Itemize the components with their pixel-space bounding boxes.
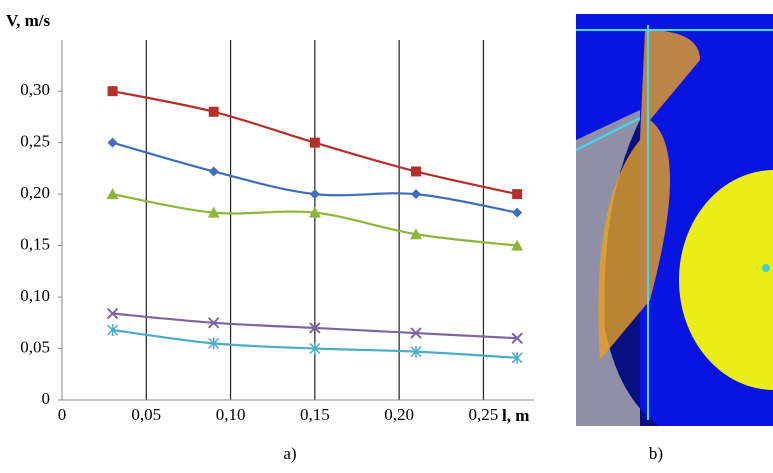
marker	[511, 239, 524, 251]
y-tick-label: 0,20	[20, 183, 50, 202]
marker	[106, 188, 119, 200]
point	[762, 264, 770, 272]
marker	[309, 137, 320, 148]
x-tick-label: 0,05	[131, 405, 161, 424]
y-axis-label: V, m/s	[6, 11, 50, 30]
x-axis-label: l, m	[502, 406, 529, 425]
panel-label: b)	[649, 444, 663, 463]
marker	[410, 345, 422, 358]
y-tick-label: 0,10	[20, 286, 50, 305]
marker	[511, 351, 523, 364]
disc	[679, 170, 773, 390]
marker	[410, 327, 422, 339]
marker	[106, 307, 119, 320]
y-tick-label: 0,25	[20, 132, 50, 151]
marker	[309, 322, 321, 334]
marker	[208, 337, 220, 350]
y-tick-label: 0,15	[20, 234, 50, 253]
simulation-image	[575, 14, 773, 426]
marker	[107, 86, 118, 97]
marker	[511, 332, 523, 344]
x-tick-label: 0,10	[216, 405, 246, 424]
marker	[411, 166, 421, 177]
x-tick-label: 0	[58, 405, 67, 424]
marker	[309, 342, 321, 355]
x-tick-label: 0,15	[300, 405, 330, 424]
marker	[207, 206, 220, 218]
x-tick-label: 0,20	[384, 405, 414, 424]
vectors	[598, 30, 700, 360]
marker	[107, 137, 118, 148]
y-tick-label: 0	[42, 389, 51, 408]
marker	[308, 206, 321, 218]
x-tick-label: 0,25	[469, 405, 499, 424]
marker	[512, 207, 523, 218]
y-tick-label: 0,05	[20, 337, 50, 356]
marker	[411, 189, 421, 200]
marker	[208, 317, 220, 329]
marker	[208, 166, 219, 177]
marker	[512, 189, 523, 200]
grid-edges	[575, 25, 773, 420]
marker	[410, 228, 422, 240]
marker	[107, 324, 119, 336]
marker	[309, 189, 320, 200]
y-tick-label: 0,30	[20, 80, 50, 99]
marker	[208, 106, 219, 117]
panel-label: a)	[283, 444, 296, 463]
